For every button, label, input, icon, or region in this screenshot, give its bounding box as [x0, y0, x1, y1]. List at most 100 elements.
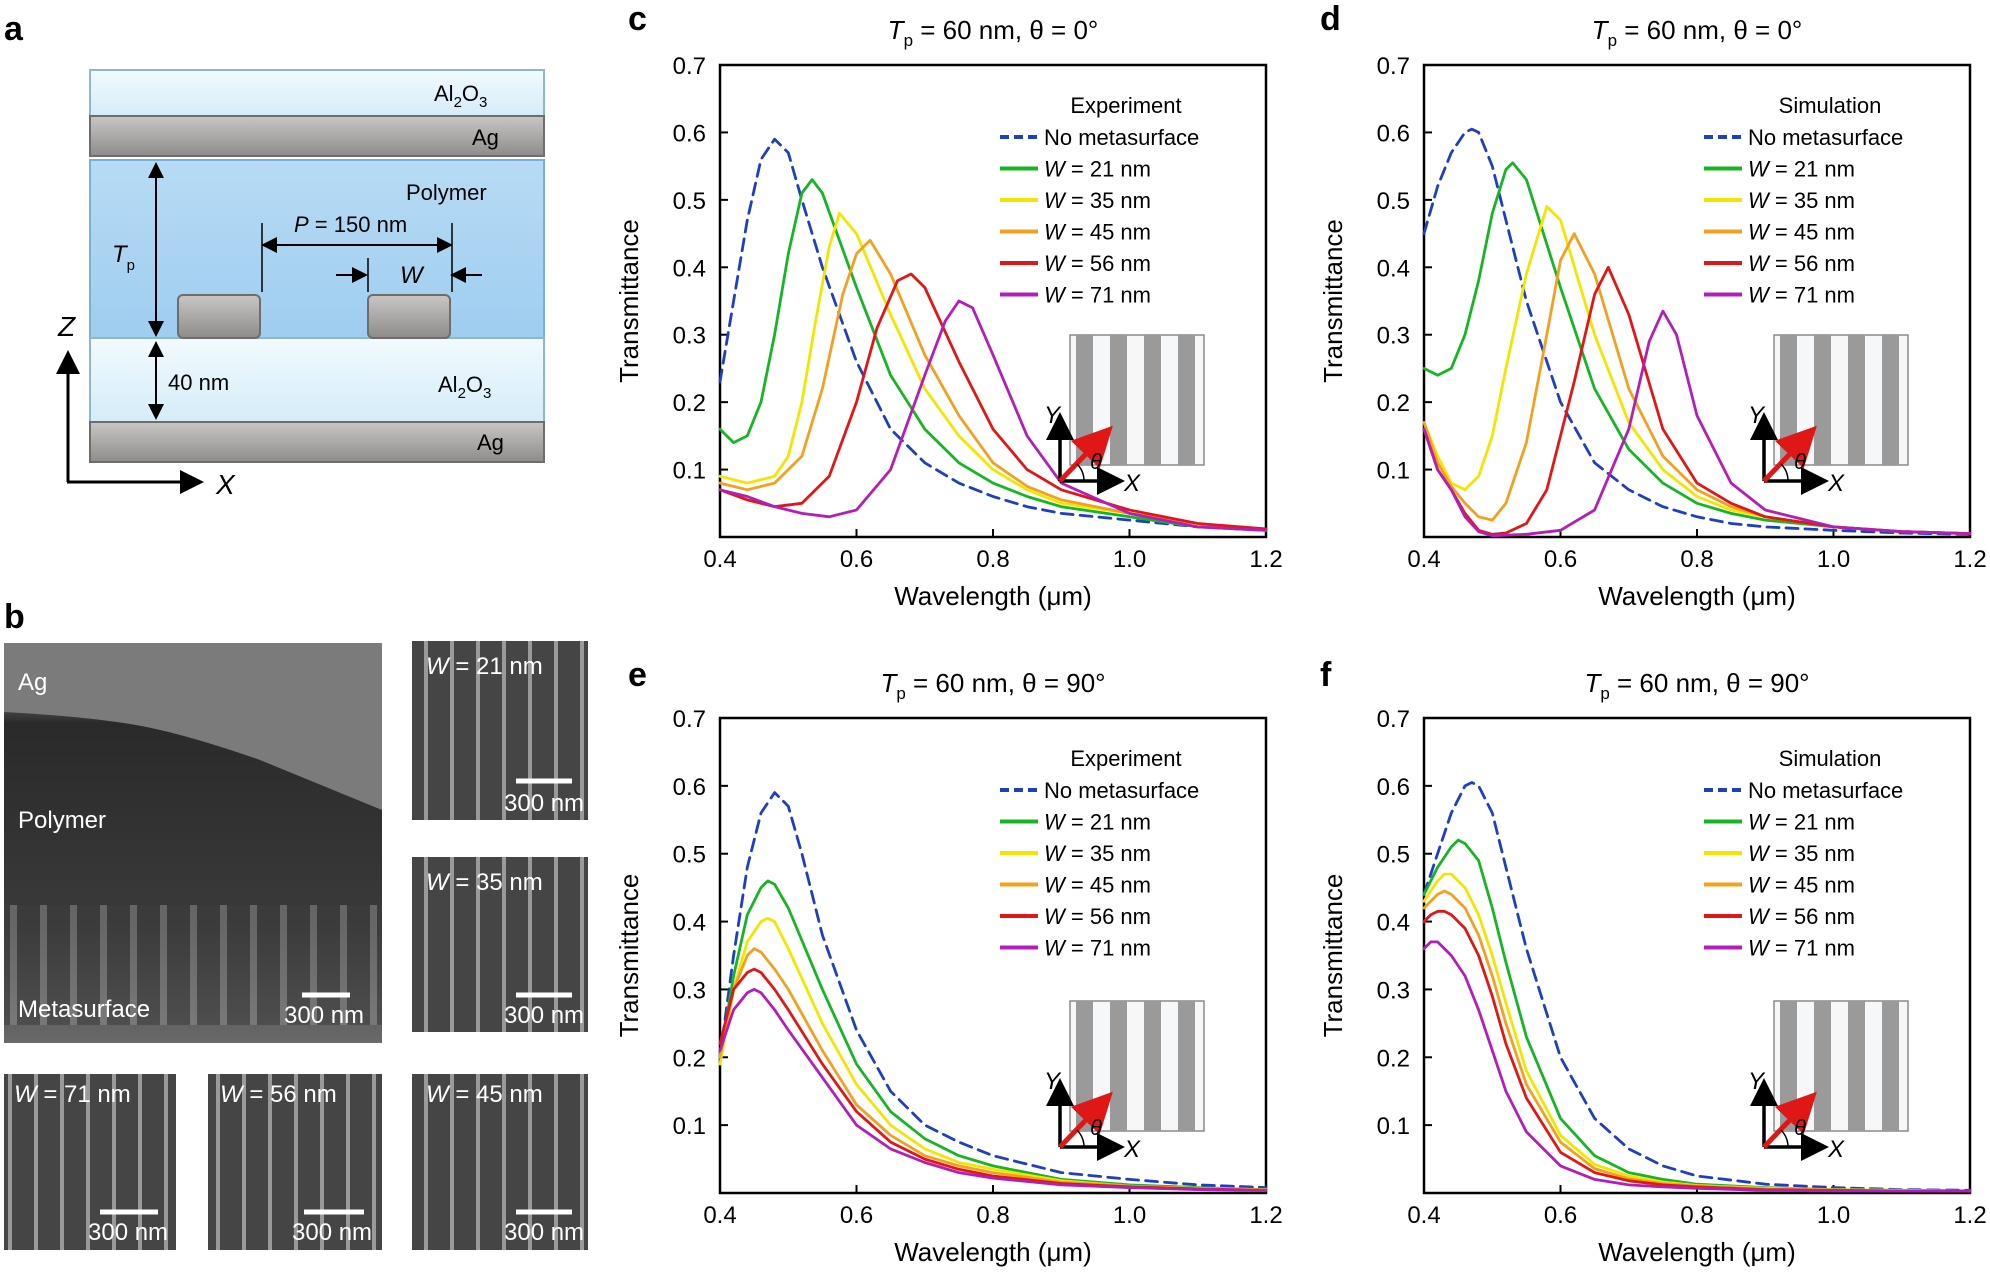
chart-title: Tp = 60 nm, θ = 0° [888, 15, 1099, 50]
label-period: P = 150 nm [294, 212, 407, 237]
sem-label-polymer: Polymer [18, 807, 106, 834]
sem-label-metasurface: Metasurface [18, 996, 150, 1023]
series-line-w-45-nm [718, 238, 1268, 532]
series-line-w-71-nm [718, 299, 1268, 532]
x-tick-label: 0.6 [1544, 1202, 1577, 1229]
sem-tile-w71: W = 71 nm 300 nm [4, 1074, 176, 1250]
inset-angle-label: θ [1090, 1115, 1102, 1140]
inset-stripe [1178, 1001, 1195, 1131]
x-axis-label: Wavelength (μm) [1598, 581, 1796, 611]
ag-top-layer [89, 115, 545, 157]
legend-entry: W = 56 nm [1044, 904, 1151, 929]
sem-scale-label: 300 nm [504, 1002, 584, 1029]
sem-scale-label: 300 nm [88, 1219, 168, 1246]
chart-title: Tp = 60 nm, θ = 90° [880, 668, 1105, 703]
inset-stripe [1848, 335, 1865, 465]
y-tick-label: 0.6 [1377, 120, 1410, 147]
inset-polarization: Y Xθ [1044, 1000, 1205, 1163]
legend-title: Experiment [1070, 93, 1181, 118]
inset-stripe [1814, 335, 1831, 465]
y-tick-label: 0.2 [673, 1045, 706, 1072]
x-axis-label: Wavelength (μm) [1598, 1237, 1796, 1267]
y-tick-label: 0.7 [1377, 706, 1410, 733]
polymer-layer [89, 159, 545, 339]
inset-angle-arc [1780, 1129, 1789, 1148]
inset-x-label: X [1827, 1136, 1845, 1163]
series-lines [1422, 127, 1972, 538]
y-tick-label: 0.1 [1377, 458, 1410, 485]
series-line-no-metasurface [1422, 127, 1972, 536]
series-line-no-metasurface [1422, 781, 1972, 1192]
sem-tile-label: W = 35 nm [426, 869, 543, 896]
panel-letter-f: f [1320, 656, 1332, 694]
x-tick-label: 0.8 [1680, 546, 1713, 573]
y-tick-label: 0.6 [673, 774, 706, 801]
label-polymer: Polymer [406, 180, 487, 205]
y-tick-label: 0.4 [673, 910, 706, 937]
x-tick-label: 1.0 [1817, 546, 1850, 573]
inset-stripe [1814, 1001, 1831, 1131]
label-thickness: Tp [112, 241, 135, 274]
sem-scale-label: 300 nm [504, 790, 584, 817]
inset-stripe [1144, 335, 1161, 465]
sem-tile-w35: W = 35 nm 300 nm [412, 857, 588, 1032]
series-line-w-35-nm [718, 211, 1268, 532]
y-tick-label: 0.4 [673, 255, 706, 282]
series-line-w-21-nm [1422, 161, 1972, 535]
x-tick-label: 1.2 [1953, 1202, 1986, 1229]
sem-scale-label: 300 nm [504, 1219, 584, 1246]
y-axis-label: Transmittance [1318, 219, 1348, 383]
x-tick-label: 1.2 [1953, 546, 1986, 573]
legend: Simulation No metasurface W = 21 nm W = 35 … [1704, 93, 1903, 308]
y-tick-label: 0.2 [673, 390, 706, 417]
panel-letter-b: b [4, 598, 25, 636]
sem-tile-label: W = 21 nm [426, 653, 543, 680]
chart-d: Tp = 60 nm, θ = 0° 0.4 0.6 0.8 1.0 1.2 0.1 0.2 0… [1318, 15, 1987, 611]
chart-title: Tp = 60 nm, θ = 90° [1584, 668, 1809, 703]
y-tick-label: 0.7 [673, 706, 706, 733]
inset-angle-label: θ [1794, 449, 1806, 474]
series-line-w-71-nm [1422, 940, 1972, 1193]
x-tick-label: 0.6 [1544, 546, 1577, 573]
y-tick-label: 0.6 [1377, 774, 1410, 801]
sem-tile-w56: W = 56 nm 300 nm [208, 1074, 382, 1250]
legend-title: Simulation [1779, 93, 1882, 118]
y-tick-label: 0.3 [1377, 977, 1410, 1004]
x-tick-label: 1.2 [1249, 546, 1282, 573]
chart-title: Tp = 60 nm, θ = 0° [1592, 15, 1803, 50]
y-tick-label: 0.4 [1377, 910, 1410, 937]
label-40nm: 40 nm [168, 370, 229, 395]
x-tick-label: 1.0 [1113, 546, 1146, 573]
panel-letter-a: a [4, 10, 24, 48]
legend-entry: No metasurface [1044, 778, 1199, 803]
series-lines [1422, 781, 1972, 1193]
x-tick-label: 1.0 [1817, 1202, 1850, 1229]
inset-stripe [1882, 1001, 1899, 1131]
ag-nanostrip-left [177, 294, 261, 339]
x-tick-label: 1.0 [1113, 1202, 1146, 1229]
inset-stripe [1144, 1001, 1161, 1131]
legend-entry: No metasurface [1044, 125, 1199, 150]
x-tick-label: 0.4 [703, 1202, 736, 1229]
y-tick-label: 0.5 [1377, 188, 1410, 215]
y-tick-label: 0.7 [673, 53, 706, 80]
x-tick-label: 0.6 [840, 1202, 873, 1229]
legend-entry: No metasurface [1748, 125, 1903, 150]
chart-c: Tp = 60 nm, θ = 0° 0.4 0.6 0.8 1.0 1.2 0.1 0.2 0… [614, 15, 1283, 611]
series-lines [718, 791, 1268, 1192]
legend-entry: No metasurface [1748, 778, 1903, 803]
x-tick-label: 0.4 [1407, 1202, 1440, 1229]
x-axis-label: Wavelength (μm) [894, 581, 1092, 611]
x-tick-label: 0.6 [840, 546, 873, 573]
sem-metasurface-region [4, 905, 382, 1025]
sem-tile-image [412, 641, 588, 820]
inset-polarization-arrow [1058, 1091, 1113, 1149]
inset-y-label: Y [1748, 1068, 1766, 1095]
inset-polarization: Y Xθ [1748, 334, 1909, 497]
label-al2o3-top: Al2O3 [434, 81, 487, 111]
inset-polarization-arrow [1762, 425, 1817, 483]
y-tick-label: 0.5 [673, 188, 706, 215]
sem-tile-w45: W = 45 nm 300 nm [412, 1074, 588, 1250]
y-tick-label: 0.6 [673, 120, 706, 147]
